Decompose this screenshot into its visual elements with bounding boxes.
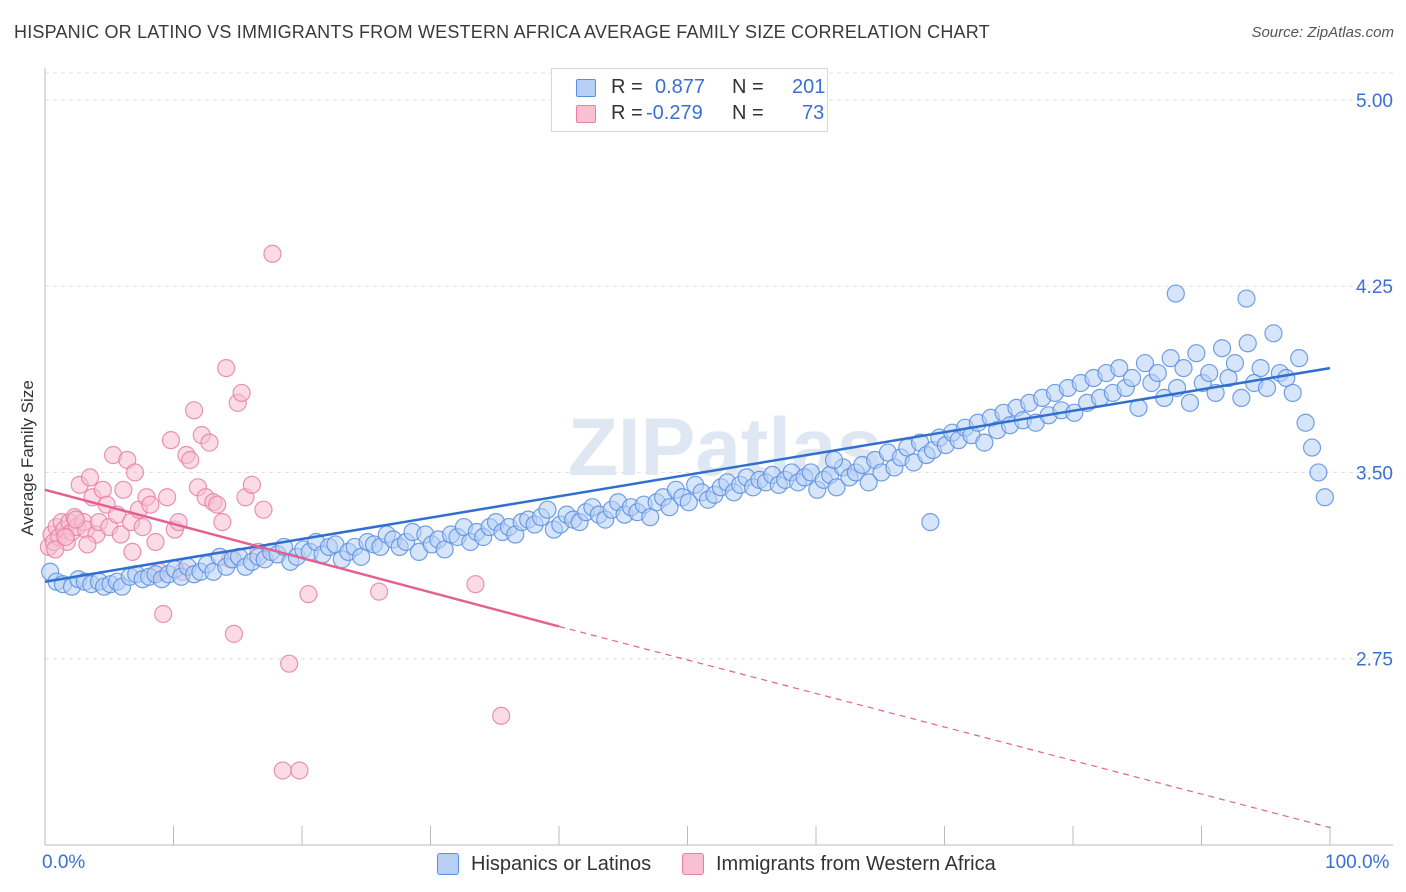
hispanics-point [824,450,844,470]
hispanics-point [1180,393,1200,412]
western-africa-trend-extension [558,625,1331,829]
western-africa-point [66,510,85,529]
western-africa-point [280,654,299,673]
western-africa-point [141,495,160,514]
western-africa-point [232,383,251,403]
legend-r-label: R = [611,102,643,124]
western-africa-point [46,540,65,559]
western-africa-point [200,433,219,452]
legend-swatch-blue [576,79,596,97]
hispanics-point [827,478,846,497]
hispanics-point [1187,344,1206,363]
western-africa-point [208,495,227,514]
western-africa-point [161,431,181,450]
western-africa-point [133,517,152,537]
legend-n-value: 73 [802,102,825,124]
western-africa-point [111,525,130,544]
hispanics-point [1264,324,1283,343]
hispanics-point [975,433,994,452]
axes [44,68,1393,846]
hispanics-point [1290,349,1309,368]
western-africa-point [56,527,75,547]
hispanics-point [1296,413,1315,432]
hispanics-point [660,498,679,517]
trend-lines [44,366,1331,829]
western-africa-point [290,761,309,780]
source-credit: Source: ZipAtlas.com [1251,24,1394,41]
bottom-legend-label: Immigrants from Western Africa [716,853,996,875]
western-africa-point [181,450,200,470]
western-africa-point [466,575,485,594]
hispanics-point [1302,438,1322,457]
western-africa-point [80,468,100,487]
legend-n-label: N = [732,76,764,98]
western-africa-point [370,582,389,601]
western-africa-point [157,488,177,507]
legend-swatch-pink [576,105,596,123]
western-africa-point [93,480,112,499]
western-africa-point [217,358,236,378]
western-africa-point [224,624,243,643]
legend-r-value: 0.877 [655,76,706,98]
western-africa-point [154,604,173,624]
hispanics-point [1238,334,1257,353]
y-tick-label: 2.75 [1356,650,1393,671]
y-tick-labels: 2.75 3.50 4.25 5.00 [1356,91,1393,671]
western-africa-point [184,401,204,420]
hispanics-point [679,493,698,512]
hispanics-point [921,512,940,532]
hispanics-point [1123,368,1142,388]
hispanics-point [1148,363,1167,383]
hispanics-point [1283,383,1302,403]
series-hispanics-latinos [41,284,1334,596]
western-africa-point [123,542,142,562]
hispanics-point [1135,354,1155,373]
western-africa-point [146,532,165,552]
hispanics-point [1232,388,1251,408]
western-africa-point [242,475,261,494]
hispanics-point [1174,358,1193,378]
western-africa-point [78,535,97,554]
y-tick-label: 4.25 [1356,277,1393,298]
western-africa-point [125,463,145,482]
hispanics-point [1251,358,1270,378]
hispanics-point [1212,339,1232,358]
western-africa-point [213,512,232,532]
western-africa-point [263,244,282,263]
chart-title: HISPANIC OR LATINO VS IMMIGRANTS FROM WE… [14,22,990,42]
correlation-legend: R = 0.877 N = 201 R = -0.279 N = 73 [551,68,828,132]
western-africa-point [299,585,318,604]
western-africa-point [492,706,511,725]
bottom-legend-label: Hispanics or Latinos [471,853,652,875]
y-tick-label: 3.50 [1356,463,1393,484]
bottom-legend-swatch-blue [437,853,459,875]
hispanics-point [1200,363,1219,383]
hispanics-point [1309,463,1328,482]
western-africa-point [254,500,273,519]
hispanics-point [1161,349,1180,368]
hispanics-point [1237,289,1256,308]
hispanics-point [1166,284,1185,303]
hispanics-point [1257,378,1277,398]
hispanics-point [538,500,557,519]
legend-n-value: 201 [792,76,826,98]
legend-r-value: -0.279 [646,102,703,124]
series-immigrants-western-africa [39,244,511,780]
x-tick-label-min: 0.0% [42,852,86,873]
bottom-legend-swatch-pink [682,853,704,875]
western-africa-trend-line [44,488,560,628]
legend-n-label: N = [732,102,764,124]
western-africa-point [114,480,133,499]
western-africa-point [273,761,292,780]
hispanics-point [1225,354,1245,373]
hispanics-point [1110,358,1129,378]
y-axis-label: Average Family Size [18,380,37,536]
x-tick-label-max: 100.0% [1325,852,1390,873]
y-tick-label: 5.00 [1356,91,1393,112]
legend-r-label: R = [611,76,643,98]
hispanics-point [1315,488,1334,507]
hispanics-point [859,473,878,492]
